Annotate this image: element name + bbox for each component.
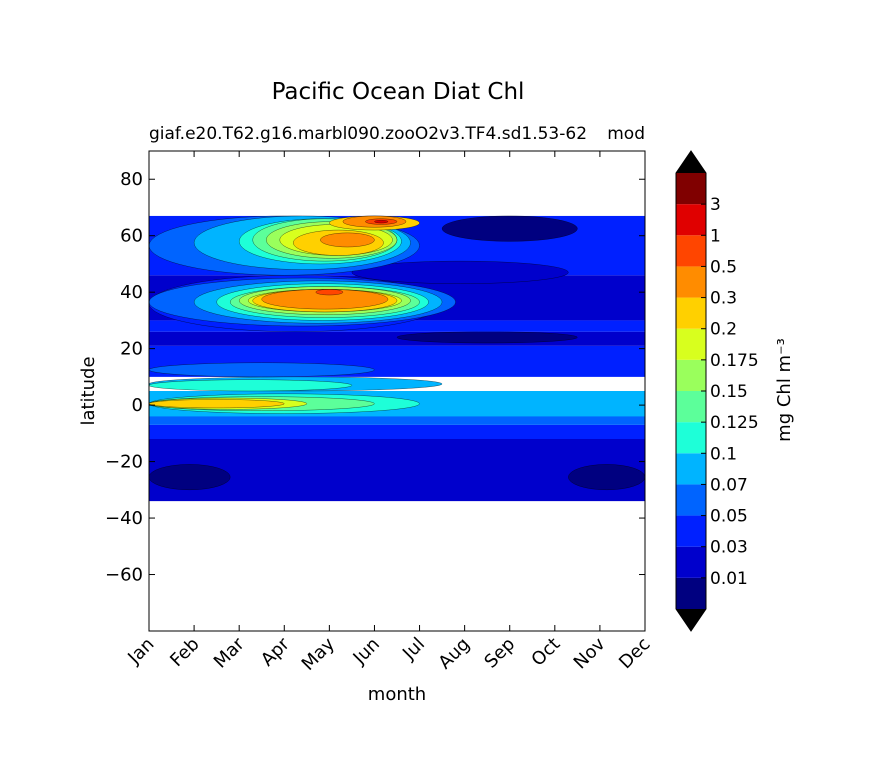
colorbar-segment bbox=[676, 484, 706, 516]
x-tick-label: Jan bbox=[123, 634, 158, 669]
y-tick-label: 60 bbox=[120, 226, 143, 247]
contour-region-3 bbox=[149, 464, 231, 491]
x-tick-label: Jul bbox=[398, 634, 429, 665]
contour-region-11 bbox=[149, 399, 285, 409]
colorbar-tick-label: 0.07 bbox=[710, 475, 748, 495]
y-tick-label: 40 bbox=[120, 282, 143, 303]
y-tick-label: 80 bbox=[120, 169, 143, 190]
contour-region-2 bbox=[149, 439, 645, 502]
contour-region-4 bbox=[568, 464, 645, 491]
colorbar-segment bbox=[676, 235, 706, 267]
colorbar-extend-top bbox=[676, 151, 706, 173]
x-tick-label: Feb bbox=[166, 634, 203, 671]
x-tick-label: Dec bbox=[615, 634, 654, 673]
contour-region-31 bbox=[351, 260, 569, 284]
y-axis: 80 60 40 20 0 −20 −40 −60 bbox=[105, 169, 645, 586]
contour-region-1 bbox=[149, 501, 645, 631]
colorbar-tick-label: 3 bbox=[710, 195, 721, 215]
colorbar-tick-label: 0.3 bbox=[710, 289, 737, 309]
colorbar-segment bbox=[676, 328, 706, 360]
colorbar-segment bbox=[676, 173, 706, 205]
x-tick-label: Apr bbox=[257, 633, 294, 670]
contour-region-15 bbox=[149, 362, 375, 378]
y-tick-label: −60 bbox=[105, 565, 143, 586]
contour-region-5 bbox=[149, 424, 645, 439]
y-tick-label: −20 bbox=[105, 452, 143, 473]
colorbar-segment bbox=[676, 422, 706, 454]
x-axis-label: month bbox=[368, 684, 426, 705]
colorbar-segment bbox=[676, 391, 706, 423]
colorbar-outline bbox=[675, 150, 707, 632]
contour-region-39 bbox=[320, 232, 375, 248]
x-tick-label: Jun bbox=[349, 634, 384, 669]
colorbar-tick-label: 1 bbox=[710, 226, 721, 246]
chart-subtitle-right: mod bbox=[607, 124, 645, 144]
x-tick-label: Sep bbox=[480, 634, 519, 673]
colorbar-tick-label: 0.2 bbox=[710, 320, 737, 340]
colorbar-segment bbox=[676, 577, 706, 609]
chart-subtitle: giaf.e20.T62.g16.marbl090.zooO2v3.TF4.sd… bbox=[149, 124, 587, 144]
contour-region-18 bbox=[149, 320, 645, 332]
contour-region-29 bbox=[315, 289, 344, 296]
colorbar-segment bbox=[676, 204, 706, 236]
plot-area bbox=[148, 150, 646, 632]
colorbar-tick-label: 0.15 bbox=[710, 382, 748, 402]
colorbar-segment bbox=[676, 546, 706, 578]
x-tick-label: Aug bbox=[434, 634, 474, 674]
colorbar-extend-bottom bbox=[676, 609, 706, 631]
colorbar-segment bbox=[676, 297, 706, 329]
colorbar-tick-label: 0.5 bbox=[710, 257, 737, 277]
colorbar-label: mg Chl m⁻³ bbox=[774, 338, 795, 442]
chart-title: Pacific Ocean Diat Chl bbox=[272, 79, 525, 105]
colorbar-tick-label: 0.125 bbox=[710, 413, 759, 433]
colorbar: 0.01 0.03 0.05 0.07 0.1 0.125 0.15 0.175 0.2 0.3 0… bbox=[675, 150, 759, 632]
contour-region-0 bbox=[149, 151, 645, 216]
x-tick-label: Nov bbox=[570, 633, 610, 673]
contour-region-44 bbox=[441, 215, 578, 242]
y-tick-label: −40 bbox=[105, 508, 143, 529]
colorbar-tick-label: 0.03 bbox=[710, 538, 748, 558]
colorbar-segment bbox=[676, 515, 706, 547]
colorbar-segment bbox=[676, 266, 706, 298]
colorbar-segment bbox=[676, 359, 706, 391]
x-tick-label: May bbox=[298, 633, 339, 674]
colorbar-tick-label: 0.01 bbox=[710, 569, 748, 589]
x-tick-label: Mar bbox=[210, 633, 249, 672]
contour-region-17 bbox=[396, 331, 578, 344]
colorbar-tick-label: 0.175 bbox=[710, 351, 759, 371]
contour-region-13 bbox=[149, 379, 353, 392]
y-tick-label: 0 bbox=[132, 395, 143, 416]
colorbar-tick-label: 0.05 bbox=[710, 507, 748, 527]
colorbar-tick-label: 0.1 bbox=[710, 444, 737, 464]
y-axis-label: latitude bbox=[78, 356, 99, 425]
x-tick-label: Oct bbox=[527, 634, 564, 671]
colorbar-segment bbox=[676, 453, 706, 485]
contour-region-43 bbox=[374, 219, 389, 224]
y-tick-label: 20 bbox=[120, 339, 143, 360]
